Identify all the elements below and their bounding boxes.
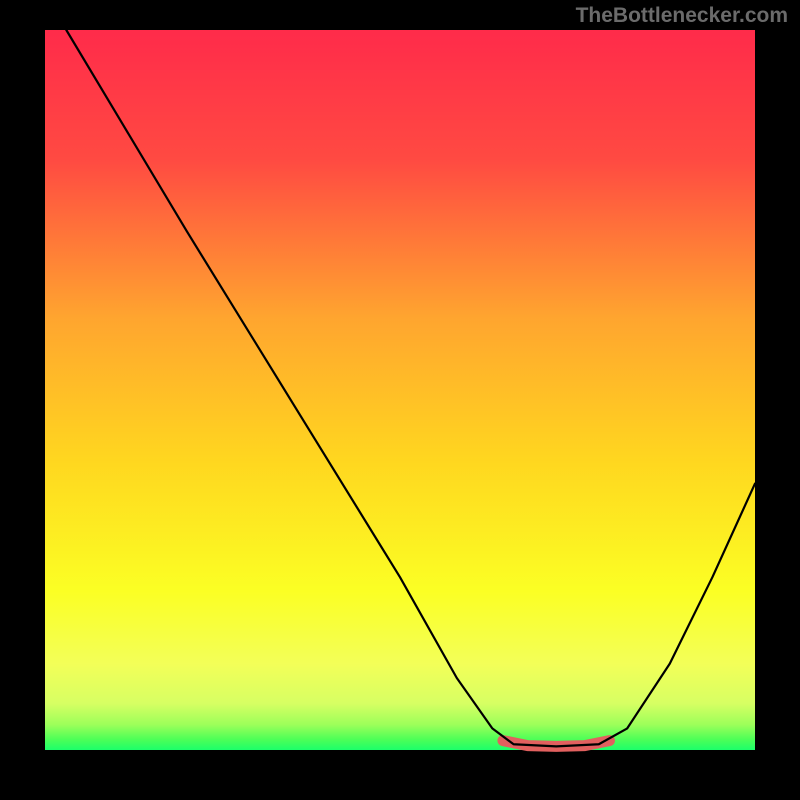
bottleneck-chart: [0, 0, 800, 800]
plot-background: [45, 30, 755, 750]
chart-container: { "watermark": { "text": "TheBottlenecke…: [0, 0, 800, 800]
watermark-text: TheBottlenecker.com: [576, 4, 788, 28]
